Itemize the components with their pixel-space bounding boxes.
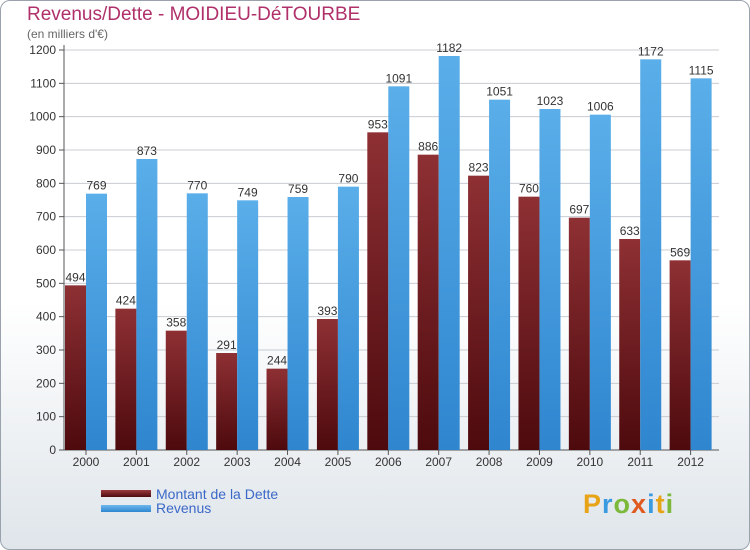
data-label: 1023 [537, 94, 564, 108]
data-label: 697 [569, 203, 589, 217]
data-label: 244 [267, 354, 287, 368]
chart-title: Revenus/Dette - MOIDIEU-DéTOURBE [27, 4, 361, 25]
y-tick-label: 0 [49, 443, 56, 457]
bar-dette [669, 260, 691, 450]
bar-revenus [86, 193, 107, 450]
y-tick-label: 1200 [29, 43, 56, 57]
legend-label-dette: Montant de la Dette [156, 486, 279, 502]
data-label: 393 [317, 304, 337, 318]
logo-letter: o [613, 489, 632, 519]
data-label: 358 [166, 316, 186, 330]
legend-swatch-dette [101, 490, 151, 497]
bar-dette [165, 330, 187, 450]
x-tick-label: 2010 [576, 455, 603, 469]
data-label: 1051 [486, 85, 513, 99]
x-tick-label: 2007 [425, 455, 452, 469]
data-label: 873 [137, 144, 157, 158]
bar-revenus [690, 78, 712, 450]
y-tick-label: 600 [36, 243, 56, 257]
bar-dette [65, 285, 86, 450]
bar-dette [266, 368, 288, 450]
data-label: 1091 [385, 71, 412, 85]
bar-dette [367, 132, 389, 451]
y-tick-label: 500 [36, 276, 56, 290]
x-tick-label: 2005 [325, 455, 352, 469]
x-tick-label: 2011 [627, 455, 653, 469]
legend-swatch-revenus [101, 505, 151, 512]
bar-revenus [589, 114, 611, 451]
data-label: 1182 [436, 41, 462, 55]
y-tick-label: 1100 [30, 76, 56, 90]
bar-revenus [186, 193, 208, 451]
x-tick-label: 2000 [73, 455, 100, 469]
x-tick-label: 2008 [476, 455, 503, 469]
chart-subtitle: (en milliers d'€) [27, 27, 108, 41]
x-tick-label: 2001 [123, 455, 150, 469]
bar-dette [115, 308, 137, 450]
data-label: 823 [469, 161, 489, 175]
logo-letter: i [647, 489, 656, 519]
data-label: 886 [418, 140, 438, 154]
data-label: 769 [86, 179, 106, 193]
bar-revenus [388, 86, 410, 450]
logo-letter: P [583, 489, 603, 519]
data-label: 749 [238, 185, 258, 199]
x-tick-label: 2012 [677, 455, 704, 469]
bar-dette [216, 353, 238, 450]
data-label: 633 [620, 224, 640, 238]
x-tick-label: 2009 [526, 455, 553, 469]
y-tick-label: 400 [36, 310, 56, 324]
data-label: 770 [187, 178, 207, 192]
bar-revenus [337, 186, 359, 450]
data-label: 1006 [587, 100, 614, 114]
logo-letter: x [631, 489, 648, 519]
data-label: 569 [670, 245, 690, 259]
data-label: 291 [217, 338, 237, 352]
bar-dette [417, 154, 439, 450]
y-tick-label: 300 [36, 343, 56, 357]
y-tick-label: 800 [36, 176, 56, 190]
bar-revenus [287, 197, 309, 450]
proxiti-logo: Proxiti [583, 489, 674, 520]
bar-revenus [640, 59, 662, 450]
data-label: 953 [368, 117, 388, 131]
logo-letter: t [655, 489, 666, 519]
bar-dette [316, 319, 338, 450]
data-label: 759 [288, 182, 308, 196]
bar-dette [619, 239, 641, 450]
logo-letter: r [602, 489, 614, 519]
data-label: 1172 [638, 44, 664, 58]
y-tick-label: 1000 [29, 110, 56, 124]
bar-dette [518, 196, 540, 450]
data-label: 790 [338, 172, 358, 186]
bar-revenus [539, 109, 561, 450]
bar-dette [568, 217, 590, 450]
y-tick-label: 100 [36, 410, 56, 424]
legend-label-revenus: Revenus [156, 500, 212, 516]
bar-revenus [237, 200, 259, 450]
bar-revenus [438, 56, 460, 450]
x-tick-label: 2006 [375, 455, 402, 469]
data-label: 760 [519, 182, 539, 196]
bar-revenus [136, 159, 158, 450]
y-tick-label: 900 [36, 143, 56, 157]
x-tick-label: 2003 [224, 455, 251, 469]
x-tick-label: 2002 [173, 455, 200, 469]
data-label: 1115 [689, 63, 714, 77]
data-label: 494 [65, 270, 85, 284]
data-label: 424 [116, 294, 136, 308]
y-tick-label: 700 [36, 210, 56, 224]
x-tick-label: 2004 [274, 455, 301, 469]
y-tick-label: 200 [36, 376, 56, 390]
logo-letter: i [665, 489, 675, 519]
bar-dette [468, 175, 490, 450]
bar-revenus [489, 99, 511, 451]
